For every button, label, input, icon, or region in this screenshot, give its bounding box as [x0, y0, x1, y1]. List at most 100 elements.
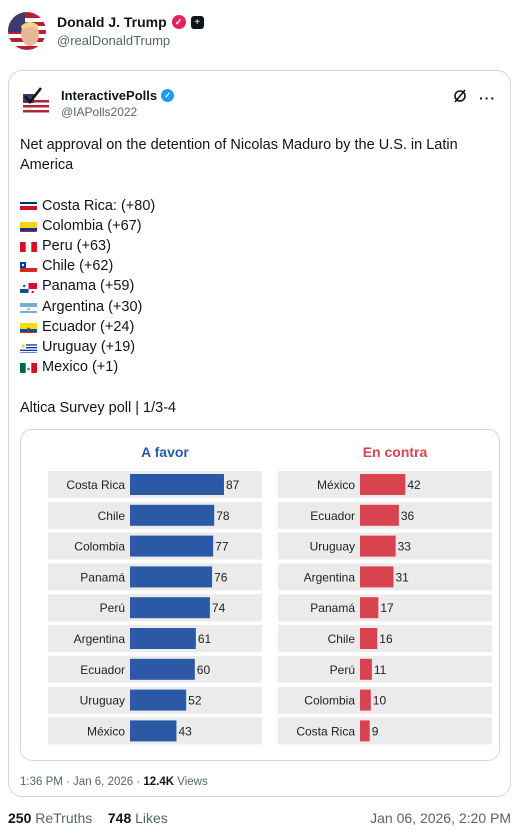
- bar: [360, 628, 378, 649]
- bar-category-label: Panamá: [310, 601, 355, 615]
- bar: [130, 658, 195, 680]
- bar-category-label: Ecuador: [80, 663, 125, 677]
- country-approval: Mexico (+1): [42, 359, 119, 376]
- bar-category-label: Chile: [98, 509, 126, 523]
- bar-value-label: 31: [395, 570, 409, 584]
- more-options-icon[interactable]: ···: [479, 89, 496, 106]
- bar-category-label: Panamá: [80, 570, 125, 584]
- source-line: Altica Survey poll | 1/3-4: [20, 399, 177, 416]
- bar-value-label: 33: [398, 540, 412, 554]
- quoted-author-handle[interactable]: @IAPolls2022: [61, 105, 138, 119]
- bar-value-label: 60: [197, 663, 211, 677]
- quoted-author-name[interactable]: InteractivePolls: [61, 88, 158, 103]
- bar-value-label: 61: [198, 632, 212, 646]
- country-line: Uruguay (+19): [20, 337, 490, 357]
- bar-value-label: 42: [407, 478, 421, 492]
- country-approval: Uruguay (+19): [42, 339, 136, 356]
- poll-chart-image[interactable]: A favor Costa Rica 87 Chile 78 Colombia 77 Pana…: [20, 429, 500, 761]
- country-approval: Chile (+62): [42, 258, 114, 275]
- country-line: Panama (+59): [20, 276, 490, 296]
- chart-title: A favor: [141, 444, 189, 460]
- bar: [130, 535, 214, 557]
- chart-row-background: [278, 655, 492, 683]
- views-count: 12.4K: [143, 776, 175, 788]
- country-line: Peru (+63): [20, 236, 490, 256]
- grok-icon[interactable]: [453, 89, 467, 106]
- quoted-post-card[interactable]: InteractivePolls ✓ @IAPolls2022 ··· Net …: [8, 70, 511, 797]
- bar-value-label: 36: [401, 509, 415, 523]
- country-approval: Argentina (+30): [42, 298, 143, 315]
- author-name[interactable]: Donald J. Trump: [57, 14, 167, 30]
- country-approval: Panama (+59): [42, 278, 135, 295]
- argentina-flag-icon: [20, 301, 37, 313]
- chart-row-background: [278, 594, 492, 622]
- bar-category-label: Argentina: [304, 570, 356, 584]
- bar: [130, 504, 215, 526]
- bar-value-label: 10: [373, 694, 387, 708]
- post-footer: 250 ReTruths 748 Likes Jan 06, 2026, 2:2…: [8, 810, 511, 826]
- verified-badge-icon: ✓: [171, 15, 186, 29]
- post-header: Donald J. Trump ✓ + @realDonaldTrump: [8, 12, 204, 50]
- quoted-post-meta: 1:36 PM · Jan 6, 2026 · 12.4K Views: [20, 776, 208, 788]
- bar: [360, 658, 372, 680]
- affiliate-badge-icon: +: [190, 15, 204, 29]
- bar-category-label: Ecuador: [310, 509, 355, 523]
- bar-category-label: Uruguay: [80, 694, 125, 708]
- bar-category-label: Colombia: [304, 694, 355, 708]
- country-line: Costa Rica: (+80): [20, 196, 490, 216]
- bar-value-label: 11: [374, 663, 387, 677]
- bar-category-label: Perú: [100, 601, 125, 615]
- country-line: Ecuador (+24): [20, 317, 490, 337]
- bar-category-label: México: [317, 478, 355, 492]
- bar: [130, 720, 177, 742]
- bar-category-label: Perú: [330, 663, 355, 677]
- bar-category-label: Uruguay: [310, 540, 355, 554]
- mexico-flag-icon: [20, 361, 37, 374]
- bar-value-label: 43: [178, 724, 192, 738]
- bar-category-label: Colombia: [74, 540, 125, 554]
- country-approval: Ecuador (+24): [42, 318, 135, 335]
- bar: [130, 566, 213, 588]
- bar-value-label: 77: [215, 540, 229, 554]
- quoted-post-time[interactable]: 1:36 PM · Jan 6, 2026 ·: [20, 776, 144, 788]
- retruths-count[interactable]: 250: [8, 810, 32, 826]
- bar: [360, 535, 396, 557]
- bar: [130, 689, 187, 711]
- author-avatar[interactable]: [8, 12, 46, 50]
- country-line: Colombia (+67): [20, 216, 490, 236]
- country-line: Argentina (+30): [20, 297, 490, 317]
- post-timestamp: Jan 06, 2026, 2:20 PM: [370, 810, 511, 826]
- uruguay-flag-icon: [20, 341, 37, 354]
- bar-category-label: Argentina: [74, 632, 126, 646]
- chile-flag-icon: [20, 260, 37, 273]
- bar-category-label: México: [87, 724, 125, 738]
- bar: [360, 597, 379, 619]
- bar-value-label: 52: [188, 694, 202, 708]
- bar: [360, 566, 394, 588]
- country-approval: Peru (+63): [42, 238, 111, 254]
- bar: [130, 597, 210, 619]
- views-label: Views: [174, 776, 208, 788]
- chart-row-background: [278, 625, 492, 652]
- bar: [360, 720, 370, 742]
- costa-rica-flag-icon: [20, 200, 37, 212]
- ecuador-flag-icon: [20, 321, 37, 333]
- bar-value-label: 76: [214, 570, 228, 584]
- quoted-author-avatar[interactable]: [19, 85, 53, 119]
- poll-chart: A favor Costa Rica 87 Chile 78 Colombia 77 Pana…: [48, 444, 492, 745]
- bar: [360, 474, 406, 495]
- bar-category-label: Costa Rica: [66, 478, 125, 492]
- bar-value-label: 78: [216, 509, 230, 523]
- likes-count[interactable]: 748: [107, 810, 132, 826]
- likes-label[interactable]: Likes: [135, 810, 168, 826]
- bar: [130, 628, 196, 649]
- bar-value-label: 87: [226, 478, 240, 492]
- country-line: Mexico (+1): [20, 357, 490, 377]
- bar-value-label: 16: [379, 632, 393, 646]
- retruths-label[interactable]: ReTruths: [35, 810, 93, 826]
- post-text-line: Net approval on the detention of Nicolas…: [20, 137, 458, 153]
- post-text-line: America: [20, 157, 74, 174]
- author-handle[interactable]: @realDonaldTrump: [57, 33, 171, 48]
- bar-category-label: Chile: [328, 632, 356, 646]
- chart-row-background: [278, 717, 492, 745]
